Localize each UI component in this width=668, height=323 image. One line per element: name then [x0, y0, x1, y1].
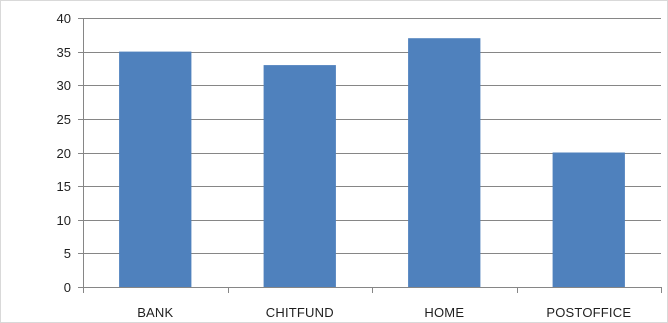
- y-tick-label: 35: [57, 45, 71, 60]
- y-tick-label: 10: [57, 213, 71, 228]
- y-tick-label: 5: [64, 246, 71, 261]
- x-tick-label: POSTOFFICE: [546, 305, 631, 320]
- bars: [119, 38, 625, 288]
- x-tick-label: HOME: [424, 305, 464, 320]
- y-tick-label: 40: [57, 11, 71, 26]
- x-tick-label: CHITFUND: [266, 305, 334, 320]
- bar-bank: [119, 51, 192, 287]
- y-tick-label: 0: [64, 280, 71, 295]
- bar-postoffice: [552, 152, 625, 287]
- bar-chitfund: [263, 65, 336, 287]
- x-tick-labels: BANK CHITFUND HOME POSTOFFICE: [137, 305, 631, 320]
- x-tick-label: BANK: [137, 305, 173, 320]
- axes: [78, 18, 662, 293]
- y-tick-label: 20: [57, 146, 71, 161]
- y-tick-labels: 0 5 10 15 20 25 30 35 40: [57, 11, 71, 295]
- bar-home: [408, 38, 481, 288]
- y-tick-label: 30: [57, 78, 71, 93]
- y-tick-label: 25: [57, 112, 71, 127]
- y-tick-label: 15: [57, 179, 71, 194]
